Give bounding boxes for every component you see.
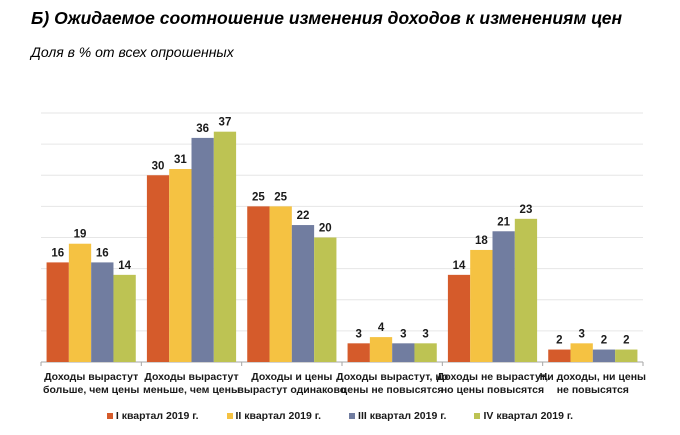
- data-label: 2: [556, 335, 562, 347]
- data-label: 16: [96, 247, 109, 259]
- data-label: 16: [51, 247, 64, 259]
- data-label: 22: [297, 210, 310, 222]
- bar: [514, 218, 538, 362]
- legend-swatch: [226, 413, 233, 419]
- category-label: не повысятся: [557, 384, 629, 396]
- data-label: 2: [601, 335, 607, 347]
- data-label: 37: [219, 117, 232, 129]
- data-label: 21: [497, 216, 510, 228]
- data-label: 30: [152, 160, 165, 172]
- chart-subtitle: Доля в % от всех опрошенных: [31, 44, 234, 60]
- bar: [492, 231, 515, 362]
- category-label: цены не повысятся: [341, 384, 444, 396]
- data-label: 14: [453, 260, 466, 272]
- bar: [314, 237, 337, 362]
- data-label: 31: [174, 154, 187, 166]
- legend-swatch: [106, 413, 113, 419]
- data-label: 3: [422, 328, 428, 340]
- legend-label: IV квартал 2019 г.: [483, 410, 574, 422]
- category-label: Доходы и цены: [251, 371, 332, 383]
- bar: [68, 243, 92, 362]
- legend-label: II квартал 2019 г.: [235, 410, 322, 422]
- legend-item: I квартал 2019 г.: [106, 410, 199, 422]
- category-label: Ни доходы, ни цены: [540, 371, 646, 383]
- data-label: 25: [252, 191, 265, 203]
- category-label: Доходы вырастут: [44, 371, 138, 383]
- bar: [291, 225, 315, 362]
- bar: [615, 349, 638, 362]
- bar: [213, 131, 237, 362]
- bar: [414, 343, 437, 362]
- bar: [191, 137, 214, 362]
- bar: [146, 175, 170, 362]
- chart-title: Б) Ожидаемое соотношение изменения доход…: [31, 8, 623, 28]
- category-label: Доходы не вырастут,: [437, 371, 549, 383]
- legend-item: II квартал 2019 г.: [226, 410, 322, 422]
- data-label: 19: [74, 229, 87, 241]
- data-label: 2: [623, 335, 629, 347]
- chart-legend: I квартал 2019 г. II квартал 2019 г. III к…: [0, 410, 680, 422]
- bar: [369, 337, 393, 362]
- legend-swatch: [349, 413, 356, 419]
- bar: [113, 274, 136, 362]
- bar: [548, 349, 571, 362]
- category-label: вырастут одинаково: [237, 384, 346, 396]
- bar: [392, 343, 415, 362]
- bar: [570, 343, 593, 362]
- data-label: 23: [520, 204, 533, 216]
- category-label: Доходы вырастут, но: [336, 371, 448, 383]
- data-label: 3: [578, 328, 584, 340]
- bar: [46, 262, 69, 362]
- category-label: больше, чем цены: [43, 384, 139, 396]
- legend-item: III квартал 2019 г.: [349, 410, 446, 422]
- legend-label: I квартал 2019 г.: [115, 410, 199, 422]
- data-label: 3: [356, 328, 362, 340]
- category-label: но цены повысятся: [441, 384, 544, 396]
- category-label: Доходы вырастут: [144, 371, 238, 383]
- bar: [91, 262, 114, 362]
- legend-item: IV квартал 2019 г.: [474, 410, 573, 422]
- legend-label: III квартал 2019 г.: [358, 410, 447, 422]
- data-label: 14: [118, 260, 131, 272]
- data-label: 18: [475, 235, 488, 247]
- bar: [169, 169, 192, 362]
- bar: [347, 343, 370, 362]
- bar: [592, 349, 616, 362]
- data-label: 36: [196, 123, 209, 135]
- data-label: 20: [319, 223, 332, 235]
- bar: [470, 249, 493, 362]
- data-label: 4: [378, 322, 385, 334]
- legend-swatch: [474, 413, 481, 419]
- bar: [269, 206, 292, 362]
- data-label: 25: [274, 191, 287, 203]
- data-label: 3: [400, 328, 406, 340]
- bar: [447, 274, 471, 362]
- bar: [247, 206, 270, 362]
- category-label: меньше, чем цены: [143, 384, 240, 396]
